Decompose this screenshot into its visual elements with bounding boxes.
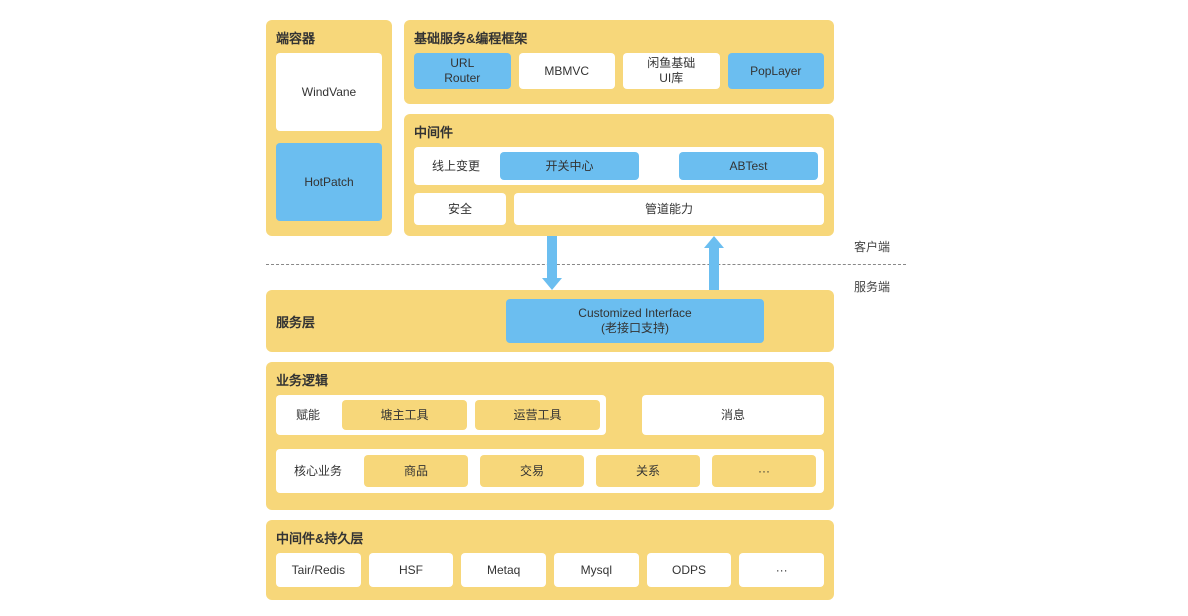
box-label: 塘主工具 <box>380 408 428 423</box>
persistence-item-tair: Tair/Redis <box>276 553 361 587</box>
base-services-title: 基础服务&编程框架 <box>414 28 824 47</box>
business-panel: 业务逻辑 赋能 塘主工具 运营工具 消息 核心业务 商品 交易 关系 ··· <box>266 362 834 510</box>
middleware-item-security: 安全 <box>414 193 506 225</box>
business-row2-label: 核心业务 <box>284 464 352 479</box>
business-title: 业务逻辑 <box>276 370 824 389</box>
box-label: Metaq <box>487 563 520 578</box>
arrow-down-shaft <box>547 236 557 280</box>
box-label: 管道能力 <box>645 202 693 217</box>
service-layer-title: 服务层 <box>276 312 496 331</box>
base-item-uilib: 闲鱼基础 UI库 <box>623 53 720 89</box>
box-label: PopLayer <box>750 64 801 79</box>
side-label-client: 客户端 <box>854 238 890 255</box>
customized-interface-box: Customized Interface (老接口支持) <box>506 299 764 343</box>
arrow-down-head <box>542 278 562 290</box>
persistence-item-metaq: Metaq <box>461 553 546 587</box>
container-panel-title: 端容器 <box>276 28 382 47</box>
box-label: ··· <box>776 563 788 578</box>
box-label: 开关中心 <box>545 159 593 174</box>
box-label: 商品 <box>404 464 428 479</box>
box-label: Tair/Redis <box>292 563 345 578</box>
box-label: 闲鱼基础 UI库 <box>647 56 695 86</box>
business-item-ops-tools: 运营工具 <box>475 400 600 430</box>
box-label: ABTest <box>729 159 767 174</box>
business-item-owner-tools: 塘主工具 <box>342 400 467 430</box>
arrow-up-shaft <box>709 248 719 292</box>
middleware-title: 中间件 <box>414 122 824 141</box>
business-item-more: ··· <box>712 455 816 487</box>
persistence-title: 中间件&持久层 <box>276 528 824 547</box>
box-label: 关系 <box>636 464 660 479</box>
business-row1-container: 赋能 塘主工具 运营工具 <box>276 395 606 435</box>
service-layer-panel: 服务层 Customized Interface (老接口支持) <box>266 290 834 352</box>
middleware-row1-label: 线上变更 <box>420 159 492 174</box>
box-label: ODPS <box>672 563 706 578</box>
container-item-label: HotPatch <box>304 175 353 190</box>
box-label: 安全 <box>448 202 472 217</box>
business-row2-container: 核心业务 商品 交易 关系 ··· <box>276 449 824 493</box>
business-item-goods: 商品 <box>364 455 468 487</box>
persistence-item-hsf: HSF <box>369 553 454 587</box>
box-label: 交易 <box>520 464 544 479</box>
box-label: HSF <box>399 563 423 578</box>
arrow-up-head <box>704 236 724 248</box>
box-label: Mysql <box>581 563 612 578</box>
container-panel: 端容器 WindVane HotPatch <box>266 20 392 236</box>
persistence-panel: 中间件&持久层 Tair/Redis HSF Metaq Mysql ODPS … <box>266 520 834 600</box>
middleware-item-switch-center: 开关中心 <box>500 152 639 180</box>
container-item-label: WindVane <box>302 85 356 100</box>
box-label: Customized Interface (老接口支持) <box>578 306 691 336</box>
container-item-hotpatch: HotPatch <box>276 143 382 221</box>
middleware-item-abtest: ABTest <box>679 152 818 180</box>
business-item-message: 消息 <box>642 395 824 435</box>
box-label: 运营工具 <box>513 408 561 423</box>
persistence-item-odps: ODPS <box>647 553 732 587</box>
base-item-poplayer: PopLayer <box>728 53 825 89</box>
side-label-server: 服务端 <box>854 278 890 295</box>
base-item-url-router: URL Router <box>414 53 511 89</box>
box-label: URL Router <box>444 56 480 86</box>
base-services-panel: 基础服务&编程框架 URL Router MBMVC 闲鱼基础 UI库 PopL… <box>404 20 834 104</box>
persistence-item-more: ··· <box>739 553 824 587</box>
persistence-item-mysql: Mysql <box>554 553 639 587</box>
middleware-item-pipeline: 管道能力 <box>514 193 824 225</box>
container-item-windvane: WindVane <box>276 53 382 131</box>
business-item-trade: 交易 <box>480 455 584 487</box>
base-item-mbmvc: MBMVC <box>519 53 616 89</box>
divider-line <box>266 264 906 265</box>
box-label: 消息 <box>721 408 745 423</box>
box-label: ··· <box>758 464 770 479</box>
business-row1-label: 赋能 <box>282 408 334 423</box>
box-label: MBMVC <box>544 64 589 79</box>
middleware-panel: 中间件 线上变更 开关中心 ABTest 安全 管道能力 <box>404 114 834 236</box>
business-item-relation: 关系 <box>596 455 700 487</box>
middleware-row1-container: 线上变更 开关中心 ABTest <box>414 147 824 185</box>
